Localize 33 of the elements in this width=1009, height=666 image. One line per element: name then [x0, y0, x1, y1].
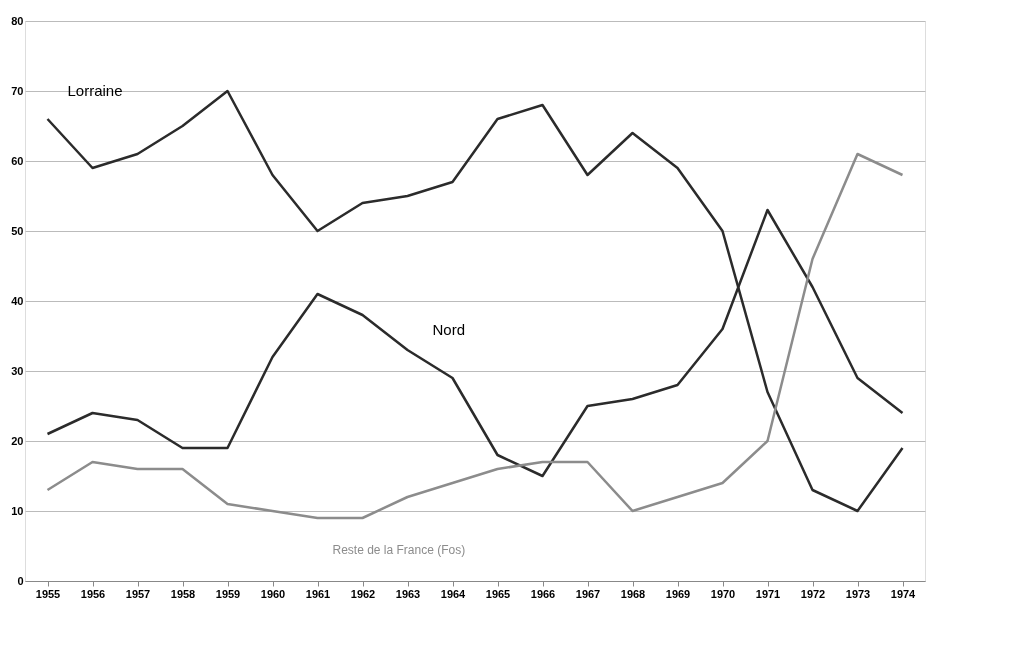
- x-tick-label: 1972: [800, 587, 826, 600]
- y-tick-label: 50: [11, 224, 24, 237]
- y-tick-label: 10: [11, 504, 24, 517]
- x-tick-label: 1965: [485, 587, 511, 600]
- x-tick-label: 1960: [260, 587, 286, 600]
- series-label: Lorraine: [67, 82, 123, 99]
- text: Reste de la France (Fos): [332, 543, 466, 557]
- x-tick-label: 1959: [215, 587, 241, 600]
- x-tick-label: 1955: [35, 587, 61, 600]
- x-tick-label: 1971: [755, 587, 781, 600]
- x-tick-label: 1961: [305, 587, 331, 600]
- y-tick-label: 80: [11, 14, 24, 27]
- x-tick-label: 1956: [80, 587, 106, 600]
- x-tick-label: 1974: [890, 587, 917, 600]
- x-tick-label: 1964: [440, 587, 467, 600]
- x-tick-label: 1957: [125, 587, 151, 600]
- x-tick-label: 1969: [665, 587, 691, 600]
- x-tick-label: 1962: [350, 587, 376, 600]
- y-tick-label: 20: [11, 434, 24, 447]
- y-tick-label: 0: [17, 574, 24, 587]
- y-tick-label: 60: [11, 154, 24, 167]
- x-tick-label: 1966: [530, 587, 556, 600]
- x-tick-label: 1967: [575, 587, 601, 600]
- x-tick-label: 1968: [620, 587, 646, 600]
- line-series: [46, 152, 904, 520]
- x-tick-label: 1963: [395, 587, 421, 600]
- x-tick-label: 1970: [710, 587, 736, 600]
- y-tick-label: 70: [11, 84, 24, 97]
- y-tick-label: 30: [11, 364, 24, 377]
- series-label: Nord: [432, 321, 466, 338]
- x-tick-label: 1973: [845, 587, 871, 600]
- y-tick-label: 40: [11, 294, 24, 307]
- x-tick-label: 1958: [170, 587, 196, 600]
